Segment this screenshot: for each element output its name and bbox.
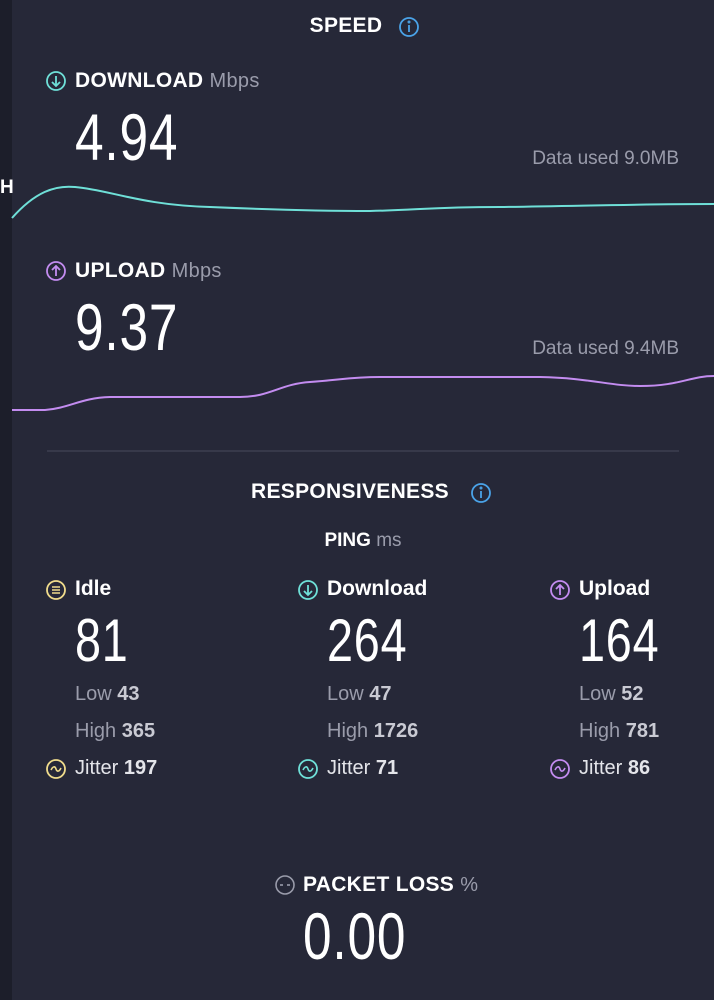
low-value: 47 <box>369 683 392 705</box>
upload-header: UPLOAD Mbps <box>75 259 222 283</box>
download-data-used: Data used 9.0MB <box>532 148 679 169</box>
low-row: Low 47 <box>327 683 392 706</box>
upload-unit: Mbps <box>171 260 222 282</box>
idle-icon <box>45 579 67 601</box>
ping-value: 264 <box>327 607 408 674</box>
jitter-value: 71 <box>375 757 399 779</box>
download-curve <box>11 185 714 219</box>
jitter-value: 86 <box>627 757 651 779</box>
low-value: 52 <box>621 683 644 705</box>
jitter-icon <box>297 758 319 780</box>
low-label: Low <box>579 683 616 705</box>
packet-loss-value: 0.00 <box>303 899 407 973</box>
icon <box>550 580 570 600</box>
jitter-label: Jitter <box>75 757 119 779</box>
low-row: Low 52 <box>579 683 644 706</box>
edge-label: H <box>0 177 15 198</box>
icon <box>550 759 570 779</box>
packet-loss-unit: % <box>460 874 479 896</box>
packet-loss-header: PACKET LOSS % <box>303 873 478 897</box>
upload-value: 9.37 <box>75 290 179 364</box>
packet-loss-icon <box>275 875 295 895</box>
ping-header: PING ms <box>0 530 714 552</box>
side-strip <box>0 0 12 1000</box>
download-icon <box>297 579 319 601</box>
upload-icon <box>46 261 66 281</box>
info-icon <box>471 483 491 503</box>
download-value: 4.94 <box>75 100 179 174</box>
high-value: 365 <box>121 720 156 742</box>
jitter-row: Jitter 71 <box>327 757 398 780</box>
ping-unit: ms <box>376 530 402 551</box>
upload-curve <box>12 375 714 411</box>
high-label: High <box>579 720 621 742</box>
speed-title: SPEED <box>309 14 383 37</box>
ping-column-label: Upload <box>579 577 651 600</box>
responsiveness-title: RESPONSIVENESS <box>251 480 449 503</box>
jitter-label: Jitter <box>579 757 623 779</box>
jitter-icon <box>45 758 67 780</box>
ping-value: 164 <box>579 607 660 674</box>
upload-data-used: Data used 9.4MB <box>532 338 679 359</box>
jitter-row: Jitter 197 <box>75 757 157 780</box>
download-icon <box>46 71 66 91</box>
jitter-value: 197 <box>123 757 158 779</box>
high-value: 781 <box>625 720 660 742</box>
ping-column-label: Idle <box>75 577 112 600</box>
packet-loss-label: PACKET LOSS <box>303 873 455 896</box>
icon <box>46 759 66 779</box>
icon <box>298 580 318 600</box>
upload-label: UPLOAD <box>75 259 166 282</box>
high-row: High 781 <box>579 720 659 743</box>
ping-column-label: Download <box>327 577 428 600</box>
icon <box>298 759 318 779</box>
ping-value: 81 <box>75 607 129 674</box>
low-label: Low <box>75 683 112 705</box>
low-row: Low 43 <box>75 683 140 706</box>
icon <box>46 580 66 600</box>
jitter-row: Jitter 86 <box>579 757 650 780</box>
high-row: High 365 <box>75 720 155 743</box>
jitter-icon <box>549 758 571 780</box>
jitter-label: Jitter <box>327 757 371 779</box>
download-header: DOWNLOAD Mbps <box>75 69 260 93</box>
upload-icon <box>549 579 571 601</box>
low-label: Low <box>327 683 364 705</box>
high-value: 1726 <box>373 720 419 742</box>
download-unit: Mbps <box>209 70 260 92</box>
download-label: DOWNLOAD <box>75 69 204 92</box>
high-label: High <box>75 720 117 742</box>
high-row: High 1726 <box>327 720 418 743</box>
ping-label: PING <box>324 530 371 551</box>
low-value: 43 <box>117 683 140 705</box>
info-icon <box>399 17 419 37</box>
high-label: High <box>327 720 369 742</box>
